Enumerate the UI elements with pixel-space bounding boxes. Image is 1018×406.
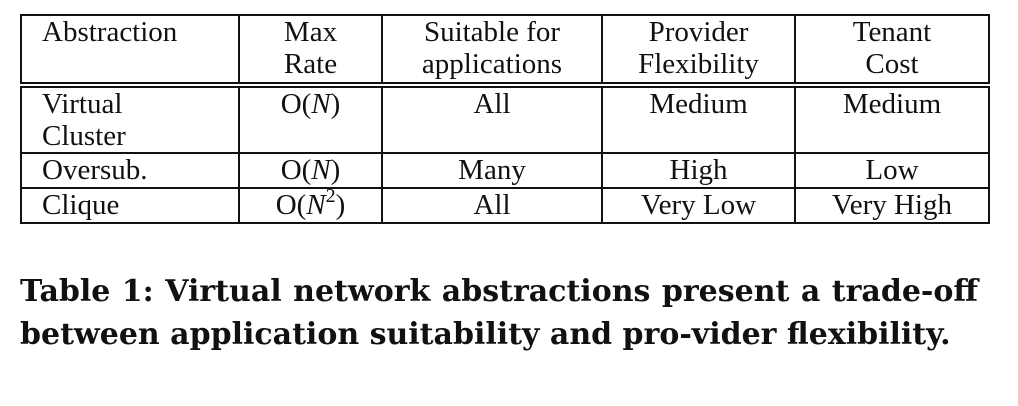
abstractions-table-container: Abstraction Max Rate Suitable for applic… bbox=[20, 14, 990, 224]
cell-abstraction-line1: Virtual bbox=[42, 88, 123, 120]
rate-variable: N bbox=[306, 189, 326, 221]
cell-suitable: Many bbox=[381, 152, 603, 189]
header-max-rate-line2: Rate bbox=[283, 48, 338, 80]
cell-cost: Low bbox=[794, 152, 990, 189]
rate-prefix: O( bbox=[275, 189, 307, 221]
rate-suffix: ) bbox=[330, 88, 341, 120]
cell-flexibility: High bbox=[601, 152, 796, 189]
cell-flexibility: Very Low bbox=[601, 187, 796, 224]
cell-max-rate: O(N) bbox=[238, 84, 383, 154]
header-abstraction-line1: Abstraction bbox=[42, 16, 178, 48]
header-max-rate-line1: Max bbox=[283, 16, 338, 48]
cell-abstraction: Virtual Cluster bbox=[20, 84, 240, 154]
header-provider-flexibility-line1: Provider bbox=[648, 16, 749, 48]
cell-abstraction: Oversub. bbox=[20, 152, 240, 189]
cell-flexibility: Medium bbox=[601, 84, 796, 154]
header-tenant-cost-line1: Tenant bbox=[852, 16, 932, 48]
header-provider-flexibility: Provider Flexibility bbox=[601, 14, 796, 88]
rate-prefix: O( bbox=[280, 88, 312, 120]
header-provider-flexibility-line2: Flexibility bbox=[638, 48, 759, 80]
cell-suitable: All bbox=[381, 84, 603, 154]
cell-max-rate: O(N) bbox=[238, 152, 383, 189]
cell-suitable: All bbox=[381, 187, 603, 224]
cell-cost: Very High bbox=[794, 187, 990, 224]
rate-suffix: ) bbox=[330, 154, 341, 186]
cell-max-rate: O(N2) bbox=[238, 185, 383, 224]
rate-exponent: 2 bbox=[325, 185, 336, 207]
header-tenant-cost: Tenant Cost bbox=[794, 14, 990, 88]
table-header-row: Abstraction Max Rate Suitable for applic… bbox=[20, 14, 990, 88]
table-caption: Table 1: Virtual network abstractions pr… bbox=[20, 274, 978, 352]
table-row: Oversub. O(N) Many High Low bbox=[20, 152, 990, 189]
header-max-rate: Max Rate bbox=[238, 14, 383, 88]
abstractions-table: Abstraction Max Rate Suitable for applic… bbox=[20, 14, 990, 224]
table-row: Virtual Cluster O(N) All Medium Medium bbox=[20, 84, 990, 154]
header-suitable: Suitable for applications bbox=[381, 14, 603, 88]
header-suitable-line2: applications bbox=[421, 48, 563, 80]
cell-abstraction-line2: Cluster bbox=[42, 120, 126, 152]
header-abstraction: Abstraction bbox=[20, 14, 240, 88]
table-row: Clique O(N2) All Very Low Very High bbox=[20, 185, 990, 224]
rate-suffix: ) bbox=[335, 189, 346, 221]
header-tenant-cost-line2: Cost bbox=[865, 48, 919, 80]
rate-variable: N bbox=[311, 154, 331, 186]
header-suitable-line1: Suitable for bbox=[423, 16, 561, 48]
rate-variable: N bbox=[311, 88, 331, 120]
cell-cost: Medium bbox=[794, 84, 990, 154]
rate-prefix: O( bbox=[280, 154, 312, 186]
cell-abstraction: Clique bbox=[20, 187, 240, 224]
